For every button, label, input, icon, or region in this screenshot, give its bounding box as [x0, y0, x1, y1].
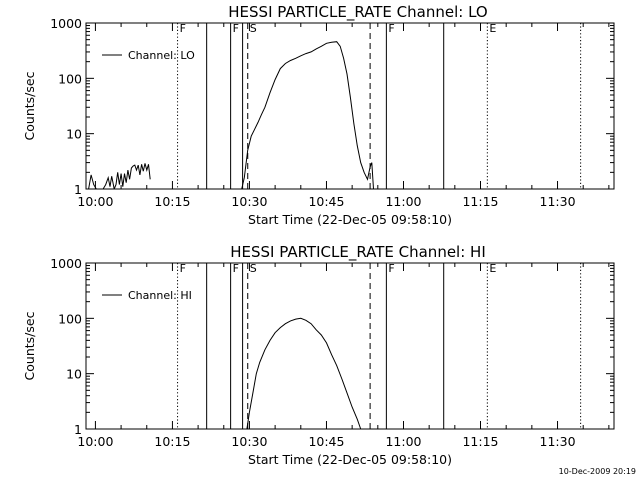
- y-tick-label-1: 10: [66, 367, 82, 382]
- marker-label-0: F: [180, 22, 186, 35]
- legend-entry: Channel: HI: [128, 289, 192, 302]
- lo-channel-panel: HESSI PARTICLE_RATE Channel: LOF F S F E10:0…: [22, 3, 615, 227]
- series-line-segment-3: [241, 41, 374, 190]
- marker-label-2: F: [233, 262, 239, 275]
- x-tick-label-3: 10:45: [308, 434, 344, 449]
- x-tick-label-1: 10:15: [154, 434, 190, 449]
- hi-channel-panel: HESSI PARTICLE_RATE Channel: HIF F S F E10:0…: [22, 243, 615, 467]
- y-axis-label: Counts/sec: [22, 71, 37, 140]
- legend-entry: Channel: LO: [128, 49, 195, 62]
- chart-title: HESSI PARTICLE_RATE Channel: LO: [228, 3, 487, 22]
- plot-frame: [85, 262, 615, 430]
- x-tick-label-4: 11:00: [385, 434, 421, 449]
- marker-label-6: F: [388, 22, 394, 35]
- series-line-segment-1: [102, 175, 115, 190]
- marker-label-2: F: [233, 22, 239, 35]
- chart-title: HESSI PARTICLE_RATE Channel: HI: [230, 243, 486, 262]
- series-line-segment-0: [246, 317, 362, 430]
- series-line-segment-0: [86, 174, 97, 190]
- y-tick-label-3: 1000: [50, 256, 82, 271]
- marker-label-4: S: [250, 262, 257, 275]
- marker-label-8: E: [489, 262, 496, 275]
- y-tick-label-2: 100: [58, 311, 82, 326]
- plot-frame: [85, 22, 615, 190]
- x-tick-label-2: 10:30: [231, 194, 267, 209]
- y-tick-label-0: 1: [74, 422, 82, 437]
- marker-label-4: S: [250, 22, 257, 35]
- y-tick-label-0: 1: [74, 182, 82, 197]
- marker-label-0: F: [180, 262, 186, 275]
- series-line-segment-2: [113, 163, 151, 190]
- x-tick-label-5: 11:15: [462, 194, 498, 209]
- y-tick-label-3: 1000: [50, 16, 82, 31]
- x-tick-label-4: 11:00: [385, 194, 421, 209]
- x-tick-label-1: 10:15: [154, 194, 190, 209]
- x-axis-label: Start Time (22-Dec-05 09:58:10): [248, 452, 452, 467]
- x-tick-label-6: 11:30: [540, 194, 576, 209]
- y-tick-label-1: 10: [66, 127, 82, 142]
- x-tick-label-6: 11:30: [540, 434, 576, 449]
- y-axis-label: Counts/sec: [22, 311, 37, 380]
- x-tick-label-0: 10:00: [77, 194, 113, 209]
- marker-label-6: F: [388, 262, 394, 275]
- marker-label-8: E: [489, 22, 496, 35]
- x-tick-label-3: 10:45: [308, 194, 344, 209]
- x-tick-label-0: 10:00: [77, 434, 113, 449]
- date-stamp: 10-Dec-2009 20:19: [559, 467, 636, 476]
- y-tick-label-2: 100: [58, 71, 82, 86]
- x-axis-label: Start Time (22-Dec-05 09:58:10): [248, 212, 452, 227]
- x-tick-label-5: 11:15: [462, 434, 498, 449]
- x-tick-label-2: 10:30: [231, 434, 267, 449]
